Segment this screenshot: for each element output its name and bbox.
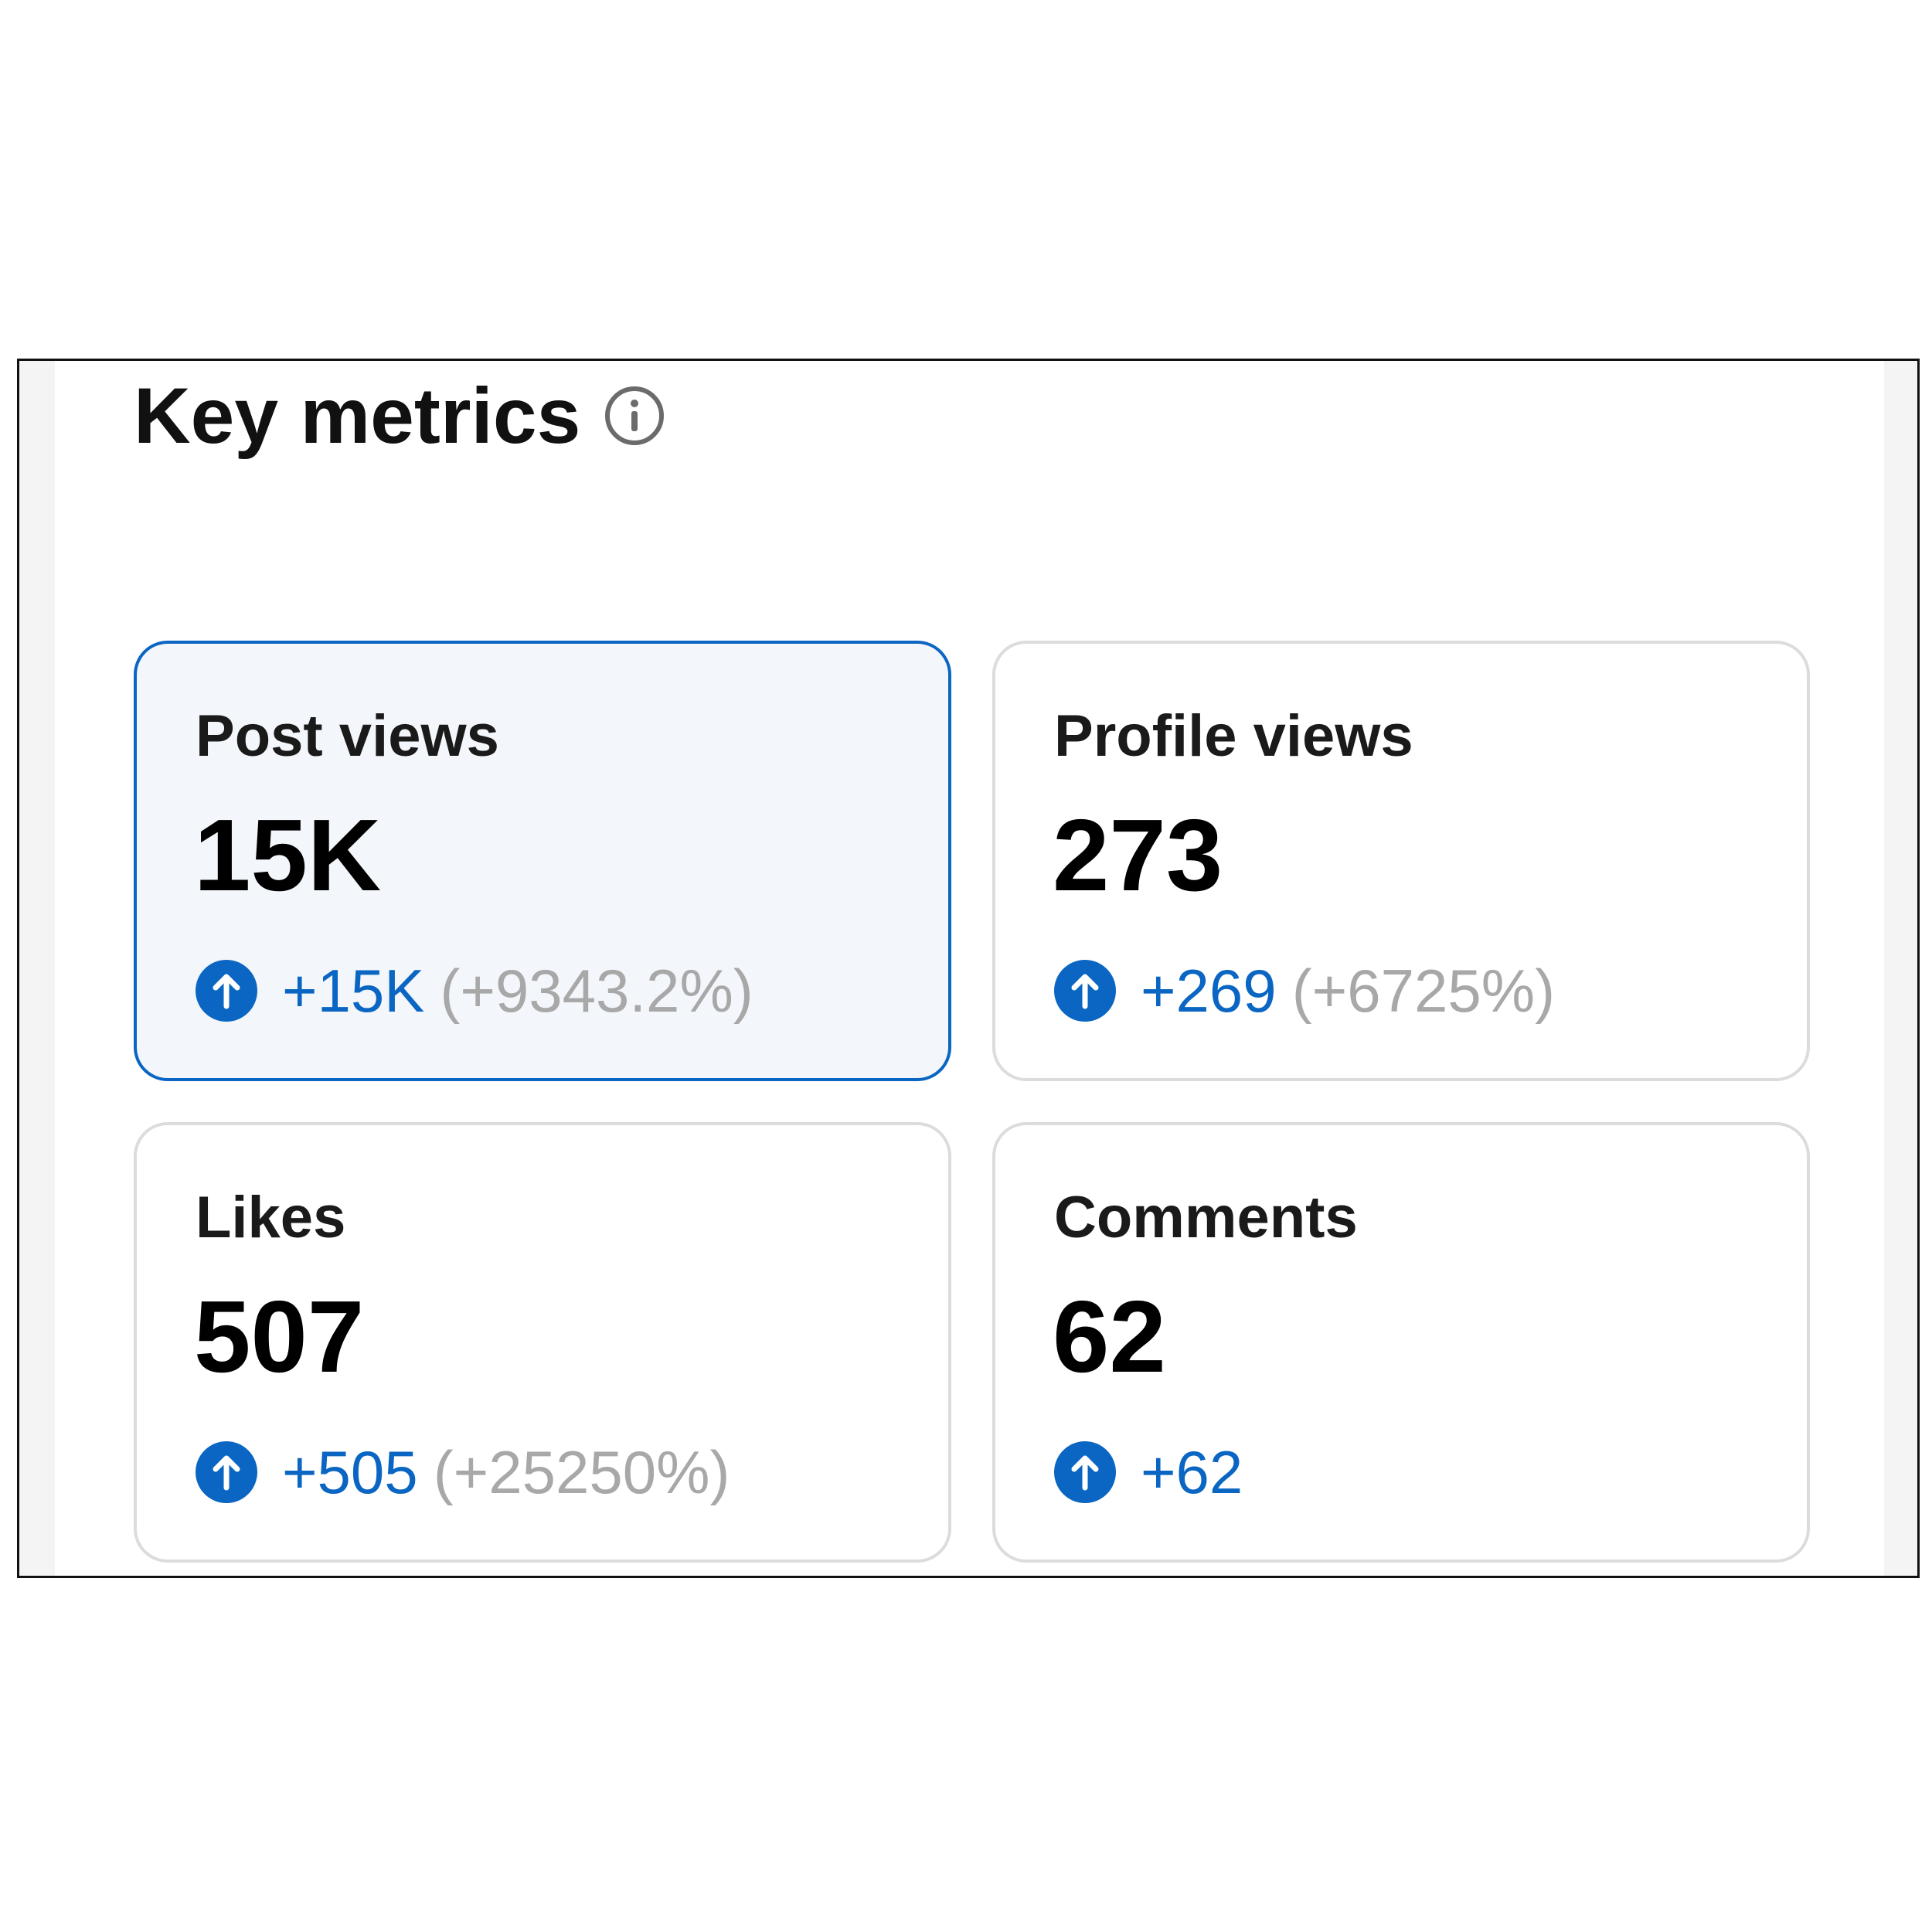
metric-card-likes[interactable]: Likes 507 +505 (+25250%) — [134, 1122, 951, 1563]
metric-value: 62 — [1053, 1280, 1166, 1393]
metric-card-comments[interactable]: Comments 62 +62 — [992, 1122, 1810, 1563]
metric-card-profile-views[interactable]: Profile views 273 +269 (+6725%) — [992, 641, 1810, 1081]
key-metrics-panel: Key metrics Post views 15K +15K (+9343.2… — [55, 361, 1884, 1576]
arrow-up-circle-icon — [196, 1441, 257, 1503]
metric-change: +62 — [1054, 1440, 1243, 1504]
arrow-up-circle-icon — [1054, 1441, 1116, 1503]
metric-delta-percent: (+6725%) — [1291, 957, 1556, 1025]
metric-delta: +269 — [1141, 957, 1277, 1025]
metric-label: Post views — [196, 703, 499, 769]
metric-delta: +505 — [282, 1438, 418, 1506]
metric-delta-percent: (+9343.2%) — [440, 957, 753, 1025]
metric-change: +505 (+25250%) — [196, 1440, 730, 1504]
metric-delta-percent: (+25250%) — [433, 1438, 730, 1506]
metric-delta: +62 — [1141, 1438, 1243, 1506]
metric-label: Profile views — [1054, 703, 1413, 769]
metric-change: +269 (+6725%) — [1054, 959, 1555, 1022]
metric-delta: +15K — [282, 957, 425, 1025]
section-header: Key metrics — [134, 373, 665, 458]
info-icon[interactable] — [604, 385, 665, 447]
metric-label: Comments — [1054, 1185, 1358, 1250]
metric-value: 273 — [1053, 798, 1223, 912]
metric-change: +15K (+9343.2%) — [196, 959, 753, 1022]
metric-value: 15K — [194, 798, 382, 912]
metric-card-post-views[interactable]: Post views 15K +15K (+9343.2%) — [134, 641, 951, 1081]
arrow-up-circle-icon — [196, 960, 257, 1022]
metric-value: 507 — [194, 1280, 365, 1393]
arrow-up-circle-icon — [1054, 960, 1116, 1022]
key-metrics-frame: Key metrics Post views 15K +15K (+9343.2… — [17, 359, 1920, 1578]
metric-label: Likes — [196, 1185, 346, 1250]
section-title: Key metrics — [134, 372, 581, 460]
